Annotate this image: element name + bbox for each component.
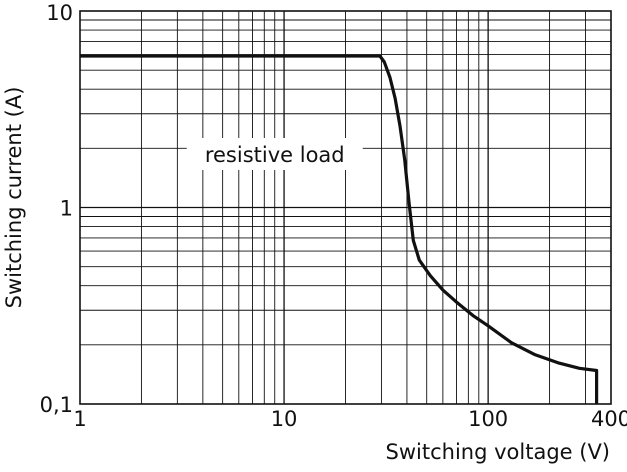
annotation-layer: resistive load bbox=[186, 138, 363, 171]
plot-frame bbox=[79, 10, 612, 405]
y-axis-title: Switching current (A) bbox=[2, 87, 26, 309]
y-tick-label: 1 bbox=[60, 197, 73, 221]
y-tick-label: 0,1 bbox=[40, 393, 73, 417]
x-tick-label: 100 bbox=[468, 407, 508, 431]
annotation-label: resistive load bbox=[205, 143, 345, 167]
frame-layer bbox=[79, 10, 612, 405]
x-axis-title: Switching voltage (V) bbox=[386, 440, 610, 464]
series-line bbox=[80, 54, 599, 404]
annotation-background bbox=[186, 138, 363, 171]
y-tick-label: 10 bbox=[46, 1, 73, 25]
series-layer bbox=[80, 54, 599, 404]
grid-layer bbox=[80, 11, 611, 404]
x-tick-label: 1 bbox=[73, 407, 86, 431]
x-tick-label: 400 bbox=[591, 407, 627, 431]
x-tick-label: 10 bbox=[271, 407, 298, 431]
axis-title-layer: Switching voltage (V) Switching current (… bbox=[2, 87, 610, 464]
